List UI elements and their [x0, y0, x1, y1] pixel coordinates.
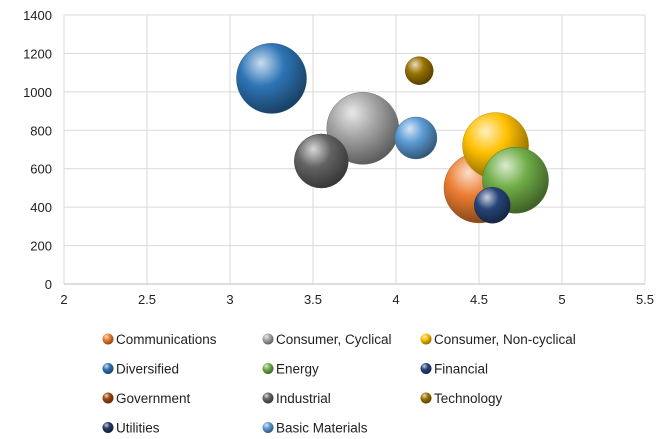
bubbles	[236, 43, 549, 224]
legend-item: Technology	[420, 391, 503, 406]
x-tick-label: 2	[60, 292, 67, 307]
legend-label: Communications	[116, 332, 217, 347]
axes: 2 2.5 3 3.5 4 4.5 5 5.5 0 200 400 600 800 1000 1200 140…	[23, 8, 654, 307]
legend-marker	[262, 422, 274, 433]
legend-item: Diversified	[102, 362, 179, 377]
x-tick-label: 4	[392, 292, 399, 307]
y-tick-label: 1200	[23, 46, 52, 61]
legend-item: Consumer, Non-cyclical	[420, 332, 576, 347]
legend-item: Communications	[102, 332, 217, 347]
y-tick-label: 1000	[23, 85, 52, 100]
legend-label: Utilities	[116, 421, 160, 436]
x-tick-label: 5	[558, 292, 565, 307]
legend-label: Consumer, Non-cyclical	[434, 332, 576, 347]
legend-marker	[420, 363, 432, 374]
legend-item: Basic Materials	[262, 421, 368, 436]
bubble-basic-materials	[394, 116, 438, 160]
x-tick-label: 5.5	[636, 292, 654, 307]
legend-marker	[420, 392, 432, 404]
bubble-diversified	[236, 43, 307, 114]
legend-marker	[102, 422, 114, 433]
legend-marker	[102, 392, 114, 404]
y-tick-label: 200	[30, 239, 52, 254]
x-tick-label: 3	[226, 292, 233, 307]
bubble-technology	[404, 56, 434, 85]
bubble-industrial	[294, 133, 349, 189]
legend-label: Financial	[434, 362, 488, 377]
legend-marker	[262, 392, 274, 404]
legend-label: Technology	[434, 391, 503, 406]
y-tick-label: 0	[45, 277, 52, 292]
y-tick-label: 800	[30, 123, 52, 138]
legend-marker	[102, 333, 114, 345]
legend-marker	[262, 333, 274, 345]
legend-item: Industrial	[262, 391, 331, 406]
legend-label: Energy	[276, 362, 319, 377]
legend-label: Consumer, Cyclical	[276, 332, 392, 347]
legend: Communications Consumer, Cyclical Consumer…	[102, 332, 576, 436]
legend-item: Financial	[420, 362, 488, 377]
y-tick-label: 600	[30, 162, 52, 177]
legend-label: Government	[116, 391, 191, 406]
legend-item: Utilities	[102, 421, 160, 436]
legend-label: Industrial	[276, 391, 331, 406]
y-tick-label: 400	[30, 200, 52, 215]
legend-item: Consumer, Cyclical	[262, 332, 392, 347]
x-tick-label: 3.5	[304, 292, 322, 307]
legend-marker	[420, 333, 432, 345]
legend-label: Diversified	[116, 362, 179, 377]
legend-marker	[262, 363, 274, 374]
x-tick-label: 2.5	[138, 292, 156, 307]
y-tick-label: 1400	[23, 8, 52, 23]
bubble-financial	[474, 186, 511, 224]
legend-item: Energy	[262, 362, 319, 377]
legend-item: Government	[102, 391, 191, 406]
legend-marker	[102, 363, 114, 374]
x-tick-label: 4.5	[470, 292, 488, 307]
legend-label: Basic Materials	[276, 421, 368, 436]
